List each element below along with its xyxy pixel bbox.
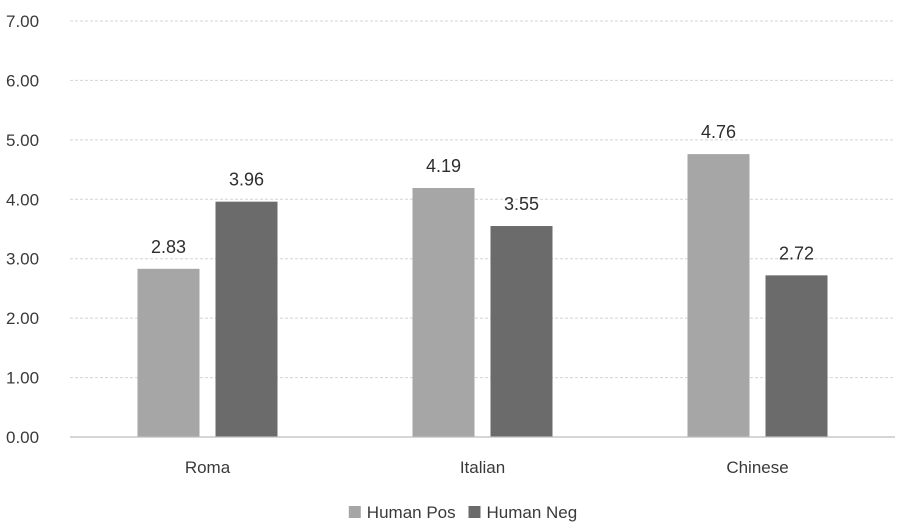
- data-label: 3.96: [229, 170, 264, 190]
- bars: [137, 154, 828, 437]
- bar-human-pos-chinese: [687, 154, 750, 437]
- legend-label: Human Neg: [487, 503, 578, 522]
- data-label: 4.19: [426, 156, 461, 176]
- y-tick-label: 3.00: [6, 250, 39, 269]
- data-label: 2.72: [779, 243, 814, 263]
- bar-human-neg-chinese: [765, 275, 828, 437]
- y-tick-label: 7.00: [6, 12, 39, 31]
- bar-human-pos-italian: [412, 187, 475, 437]
- y-tick-label: 0.00: [6, 428, 39, 447]
- legend-swatch: [468, 506, 481, 518]
- legend-swatch: [348, 506, 361, 518]
- x-axis-categories: Roma Italian Chinese: [185, 458, 789, 477]
- y-tick-label: 4.00: [6, 190, 39, 209]
- y-tick-label: 5.00: [6, 131, 39, 150]
- y-axis-ticks: 0.00 1.00 2.00 3.00 4.00 5.00 6.00 7.00: [6, 12, 39, 447]
- x-category-label: Italian: [460, 458, 505, 477]
- bar-human-pos-roma: [137, 268, 200, 437]
- legend: Human Pos Human Neg: [348, 503, 578, 522]
- x-category-label: Chinese: [726, 458, 788, 477]
- bar-human-neg-roma: [215, 201, 278, 437]
- data-label: 3.55: [504, 194, 539, 214]
- gridlines: [70, 20, 895, 379]
- data-label: 4.76: [701, 122, 736, 142]
- y-tick-label: 2.00: [6, 309, 39, 328]
- x-category-label: Roma: [185, 458, 231, 477]
- legend-label: Human Pos: [367, 503, 456, 522]
- y-tick-label: 1.00: [6, 369, 39, 388]
- bar-human-neg-italian: [490, 226, 553, 437]
- data-label: 2.83: [151, 237, 186, 257]
- data-labels: 2.83 3.96 4.19 3.55 4.76 2.72: [151, 122, 814, 263]
- y-tick-label: 6.00: [6, 71, 39, 90]
